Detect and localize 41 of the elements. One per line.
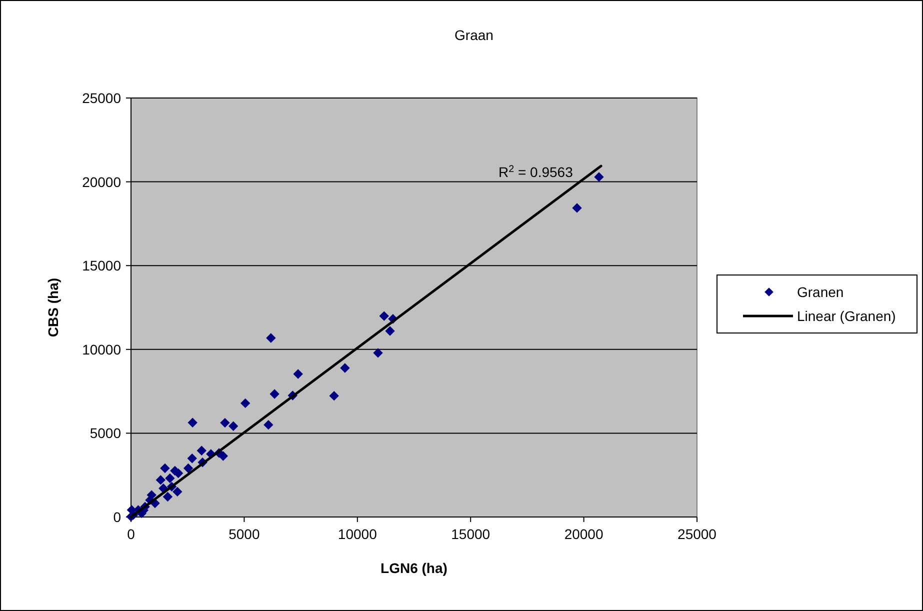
point <box>594 172 604 182</box>
point <box>385 326 395 336</box>
x-tick-label: 20000 <box>564 526 604 542</box>
x-tick-label: 0 <box>127 526 136 542</box>
x-tick-label: 15000 <box>451 526 490 542</box>
point <box>340 363 350 373</box>
point <box>165 473 175 484</box>
annotation: R$^{2}$ = 0.9563 <box>498 164 574 180</box>
point <box>160 463 170 474</box>
point <box>187 453 197 464</box>
legend-label: Linear (Granen) <box>797 308 896 324</box>
y-axis-title: CBS (ha) <box>45 278 61 338</box>
point <box>572 203 582 213</box>
point <box>188 418 198 428</box>
y-tick-label: 0 <box>113 509 122 525</box>
point <box>329 390 339 401</box>
point <box>172 486 182 497</box>
chart-title: Graan <box>454 27 494 43</box>
x-tick-label: 10000 <box>338 526 378 542</box>
x-tick-label: 5000 <box>228 526 260 542</box>
point <box>228 421 238 432</box>
x-axis-title: LGN6 (ha) <box>380 560 448 576</box>
point <box>373 348 383 358</box>
y-tick-label: 15000 <box>82 258 122 274</box>
y-tick-label: 25000 <box>82 90 122 106</box>
point <box>196 446 206 456</box>
point <box>240 398 250 408</box>
y-tick-label: 5000 <box>90 425 122 442</box>
point <box>379 311 389 321</box>
point <box>156 475 166 485</box>
point <box>266 333 276 343</box>
x-tick-label: 25000 <box>678 526 717 542</box>
point <box>293 369 303 379</box>
point <box>264 420 274 430</box>
point <box>183 463 194 474</box>
point <box>162 492 173 502</box>
point <box>220 418 230 428</box>
point <box>270 389 280 399</box>
legend-label: Granen <box>797 284 844 300</box>
y-tick-label: 20000 <box>82 174 122 190</box>
y-tick-label: 10000 <box>82 341 122 358</box>
